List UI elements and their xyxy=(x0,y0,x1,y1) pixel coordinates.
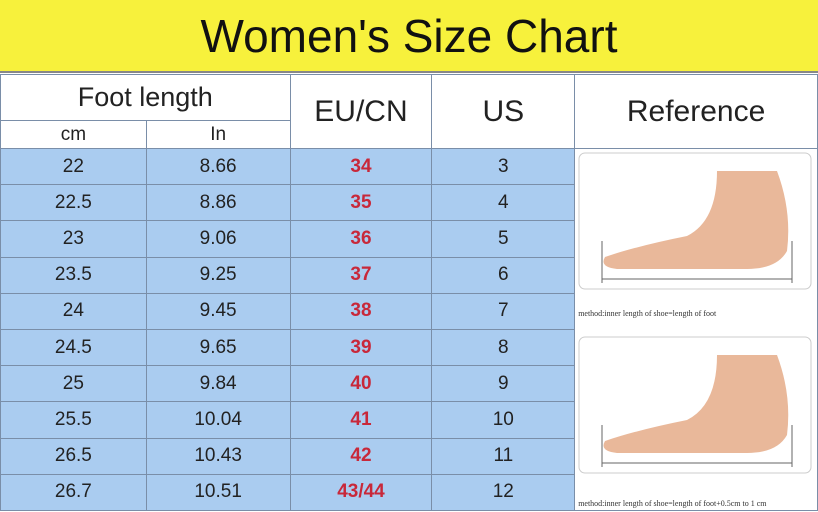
cell-cm: 24.5 xyxy=(0,328,147,367)
cell-cm: 22.5 xyxy=(0,184,147,222)
table-row: 25 9.84 40 9 xyxy=(0,365,818,403)
cell-eu: 34 xyxy=(289,147,433,186)
cell-eu: 42 xyxy=(289,437,433,475)
reference-caption-2: method:inner length of shoe=length of fo… xyxy=(578,499,767,508)
cell-eu: 37 xyxy=(289,256,433,294)
cell-us: 12 xyxy=(431,473,576,511)
table-row: 22.5 8.86 35 4 xyxy=(0,184,818,222)
cell-us: 10 xyxy=(431,401,576,439)
cell-us: 11 xyxy=(431,437,576,475)
size-table: Foot length EU/CN US Reference cm In 22 8… xyxy=(0,74,818,511)
header-foot-length: Foot length xyxy=(0,74,291,121)
cell-us: 4 xyxy=(431,184,576,222)
cell-eu: 40 xyxy=(289,365,433,403)
cell-in: 9.25 xyxy=(145,256,291,294)
cell-eu: 39 xyxy=(289,328,433,367)
cell-cm: 23 xyxy=(0,220,147,258)
cell-cm: 22 xyxy=(0,147,147,186)
cell-cm: 25.5 xyxy=(0,401,147,439)
cell-cm: 26.7 xyxy=(0,473,147,511)
reference-cell: method:inner length of shoe=length of fo… xyxy=(574,148,818,511)
cell-eu: 36 xyxy=(289,220,433,258)
header-eu-cn: EU/CN xyxy=(289,74,433,149)
table-row: 22 8.66 34 3 method:inner length of shoe=len… xyxy=(0,147,818,511)
cell-eu: 38 xyxy=(289,292,433,330)
cell-in: 9.06 xyxy=(145,220,291,258)
foot-illustration xyxy=(578,336,812,474)
cell-in: 10.51 xyxy=(145,473,291,511)
page-title: Women's Size Chart xyxy=(0,0,818,73)
cell-us: 9 xyxy=(431,365,576,403)
cell-eu: 43/44 xyxy=(289,473,433,511)
cell-in: 10.43 xyxy=(145,437,291,475)
cell-us: 7 xyxy=(431,292,576,330)
header-in: In xyxy=(145,120,291,149)
cell-cm: 23.5 xyxy=(0,256,147,294)
cell-us: 6 xyxy=(431,256,576,294)
cell-in: 10.04 xyxy=(145,401,291,439)
header-reference: Reference xyxy=(574,74,818,149)
cell-us: 8 xyxy=(431,328,576,367)
table-row: 26.7 10.51 43/44 12 xyxy=(0,473,818,511)
cell-eu: 35 xyxy=(289,184,433,222)
cell-in: 9.45 xyxy=(145,292,291,330)
cell-in: 9.84 xyxy=(145,365,291,403)
cell-cm: 26.5 xyxy=(0,437,147,475)
reference-caption-1: method:inner length of shoe=length of fo… xyxy=(578,309,717,318)
cell-in: 8.66 xyxy=(145,147,291,186)
header-us: US xyxy=(431,74,576,149)
cell-cm: 24 xyxy=(0,292,147,330)
cell-in: 8.86 xyxy=(145,184,291,222)
header-cm: cm xyxy=(0,120,147,149)
table-row: 25.5 10.04 41 10 xyxy=(0,401,818,439)
cell-us: 3 xyxy=(431,147,576,186)
cell-in: 9.65 xyxy=(145,328,291,367)
table-row: 26.5 10.43 42 11 xyxy=(0,437,818,475)
table-row: 24.5 9.65 39 8 xyxy=(0,328,818,367)
cell-us: 5 xyxy=(431,220,576,258)
foot-illustration xyxy=(578,152,812,290)
cell-eu: 41 xyxy=(289,401,433,439)
cell-cm: 25 xyxy=(0,365,147,403)
